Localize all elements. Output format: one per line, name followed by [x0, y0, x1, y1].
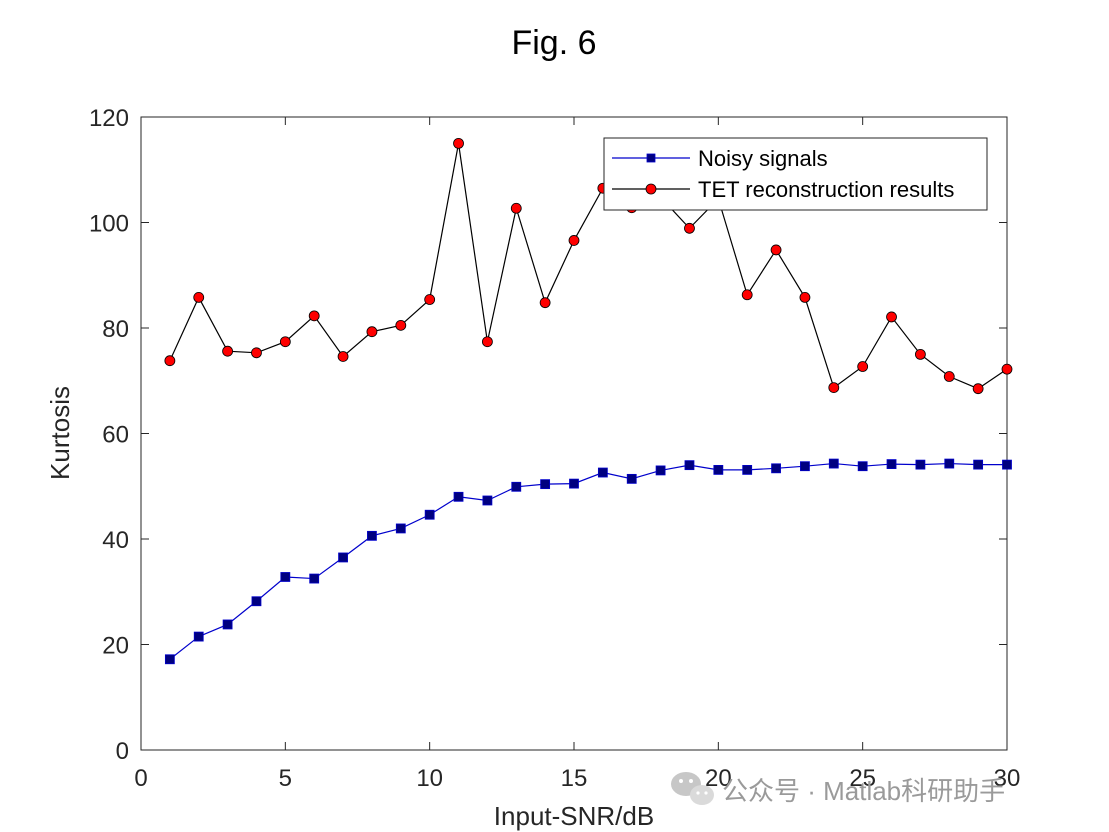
legend-marker-noisy [646, 153, 656, 163]
data-point [799, 292, 811, 303]
x-axis-label: Input-SNR/dB [494, 801, 654, 831]
y-axis-label: Kurtosis [45, 386, 75, 480]
data-point [1002, 459, 1012, 470]
x-tick-label: 0 [134, 765, 147, 792]
chart-title: Fig. 6 [511, 24, 596, 62]
data-point [684, 222, 695, 234]
y-tick-label: 0 [116, 738, 129, 765]
data-point [193, 292, 205, 303]
data-point [251, 347, 262, 359]
data-point [424, 294, 436, 305]
data-point [828, 458, 839, 469]
data-point [944, 458, 955, 469]
data-point [453, 491, 464, 502]
legend-label-tet: TET reconstruction results [698, 177, 954, 202]
series-noisy-signals [164, 458, 1012, 665]
data-point [568, 235, 580, 246]
data-point [164, 654, 175, 665]
data-point [453, 137, 464, 149]
data-point [569, 478, 579, 489]
data-point [857, 361, 869, 372]
legend-label-noisy: Noisy signals [698, 146, 828, 171]
data-point [424, 509, 435, 520]
x-tick-label: 5 [279, 765, 292, 792]
data-point [770, 244, 782, 256]
data-point [915, 348, 926, 360]
legend-box [603, 137, 988, 211]
data-point [482, 495, 493, 506]
data-point [395, 319, 407, 331]
data-point [684, 460, 695, 471]
y-tick-label: 40 [102, 527, 129, 554]
y-tick-label: 60 [102, 422, 129, 449]
data-point [510, 202, 522, 214]
data-point [395, 523, 406, 534]
data-point [857, 461, 868, 472]
y-tick-label: 100 [89, 211, 129, 238]
y-tick-label: 80 [102, 316, 129, 343]
data-point [800, 461, 810, 472]
data-point [222, 345, 234, 357]
data-point [886, 311, 897, 323]
data-point [540, 479, 551, 490]
data-point [164, 355, 176, 367]
data-point [828, 382, 840, 394]
plot-area [141, 117, 1007, 750]
data-point [193, 631, 204, 642]
data-point [338, 552, 348, 563]
data-point [742, 464, 753, 475]
data-point [915, 459, 926, 470]
data-point [308, 310, 320, 322]
watermark-text: 公众号 · Matlab科研助手 [722, 776, 1005, 806]
data-point [481, 336, 493, 348]
data-point [771, 463, 781, 474]
data-point [309, 573, 320, 584]
data-point [597, 467, 608, 478]
data-point [366, 326, 378, 338]
data-point [222, 619, 233, 630]
x-tick-label: 10 [416, 765, 443, 792]
data-point [741, 289, 753, 301]
data-point [279, 336, 291, 348]
data-point [626, 473, 637, 484]
data-point [1001, 363, 1013, 375]
data-point [511, 481, 522, 492]
x-tick-label: 25 [849, 765, 876, 792]
data-point [367, 530, 377, 541]
series-line [169, 143, 1008, 390]
x-tick-label: 30 [994, 765, 1021, 792]
legend-marker-tet [645, 183, 657, 195]
data-point [713, 464, 724, 475]
x-tick-label: 15 [561, 765, 588, 792]
data-point [280, 572, 291, 582]
y-tick-label: 120 [89, 105, 129, 132]
wechat-icon [671, 772, 714, 805]
data-point [886, 459, 897, 469]
data-point [337, 351, 349, 362]
data-point [655, 465, 666, 476]
data-point [972, 383, 984, 395]
watermark: 公众号 · Matlab科研助手 [671, 772, 1005, 806]
y-tick-label: 20 [102, 633, 129, 660]
data-point [973, 459, 984, 470]
data-point [539, 297, 551, 309]
data-point [251, 596, 262, 607]
legend: Noisy signals TET reconstruction results [603, 137, 988, 211]
data-point [943, 371, 955, 382]
